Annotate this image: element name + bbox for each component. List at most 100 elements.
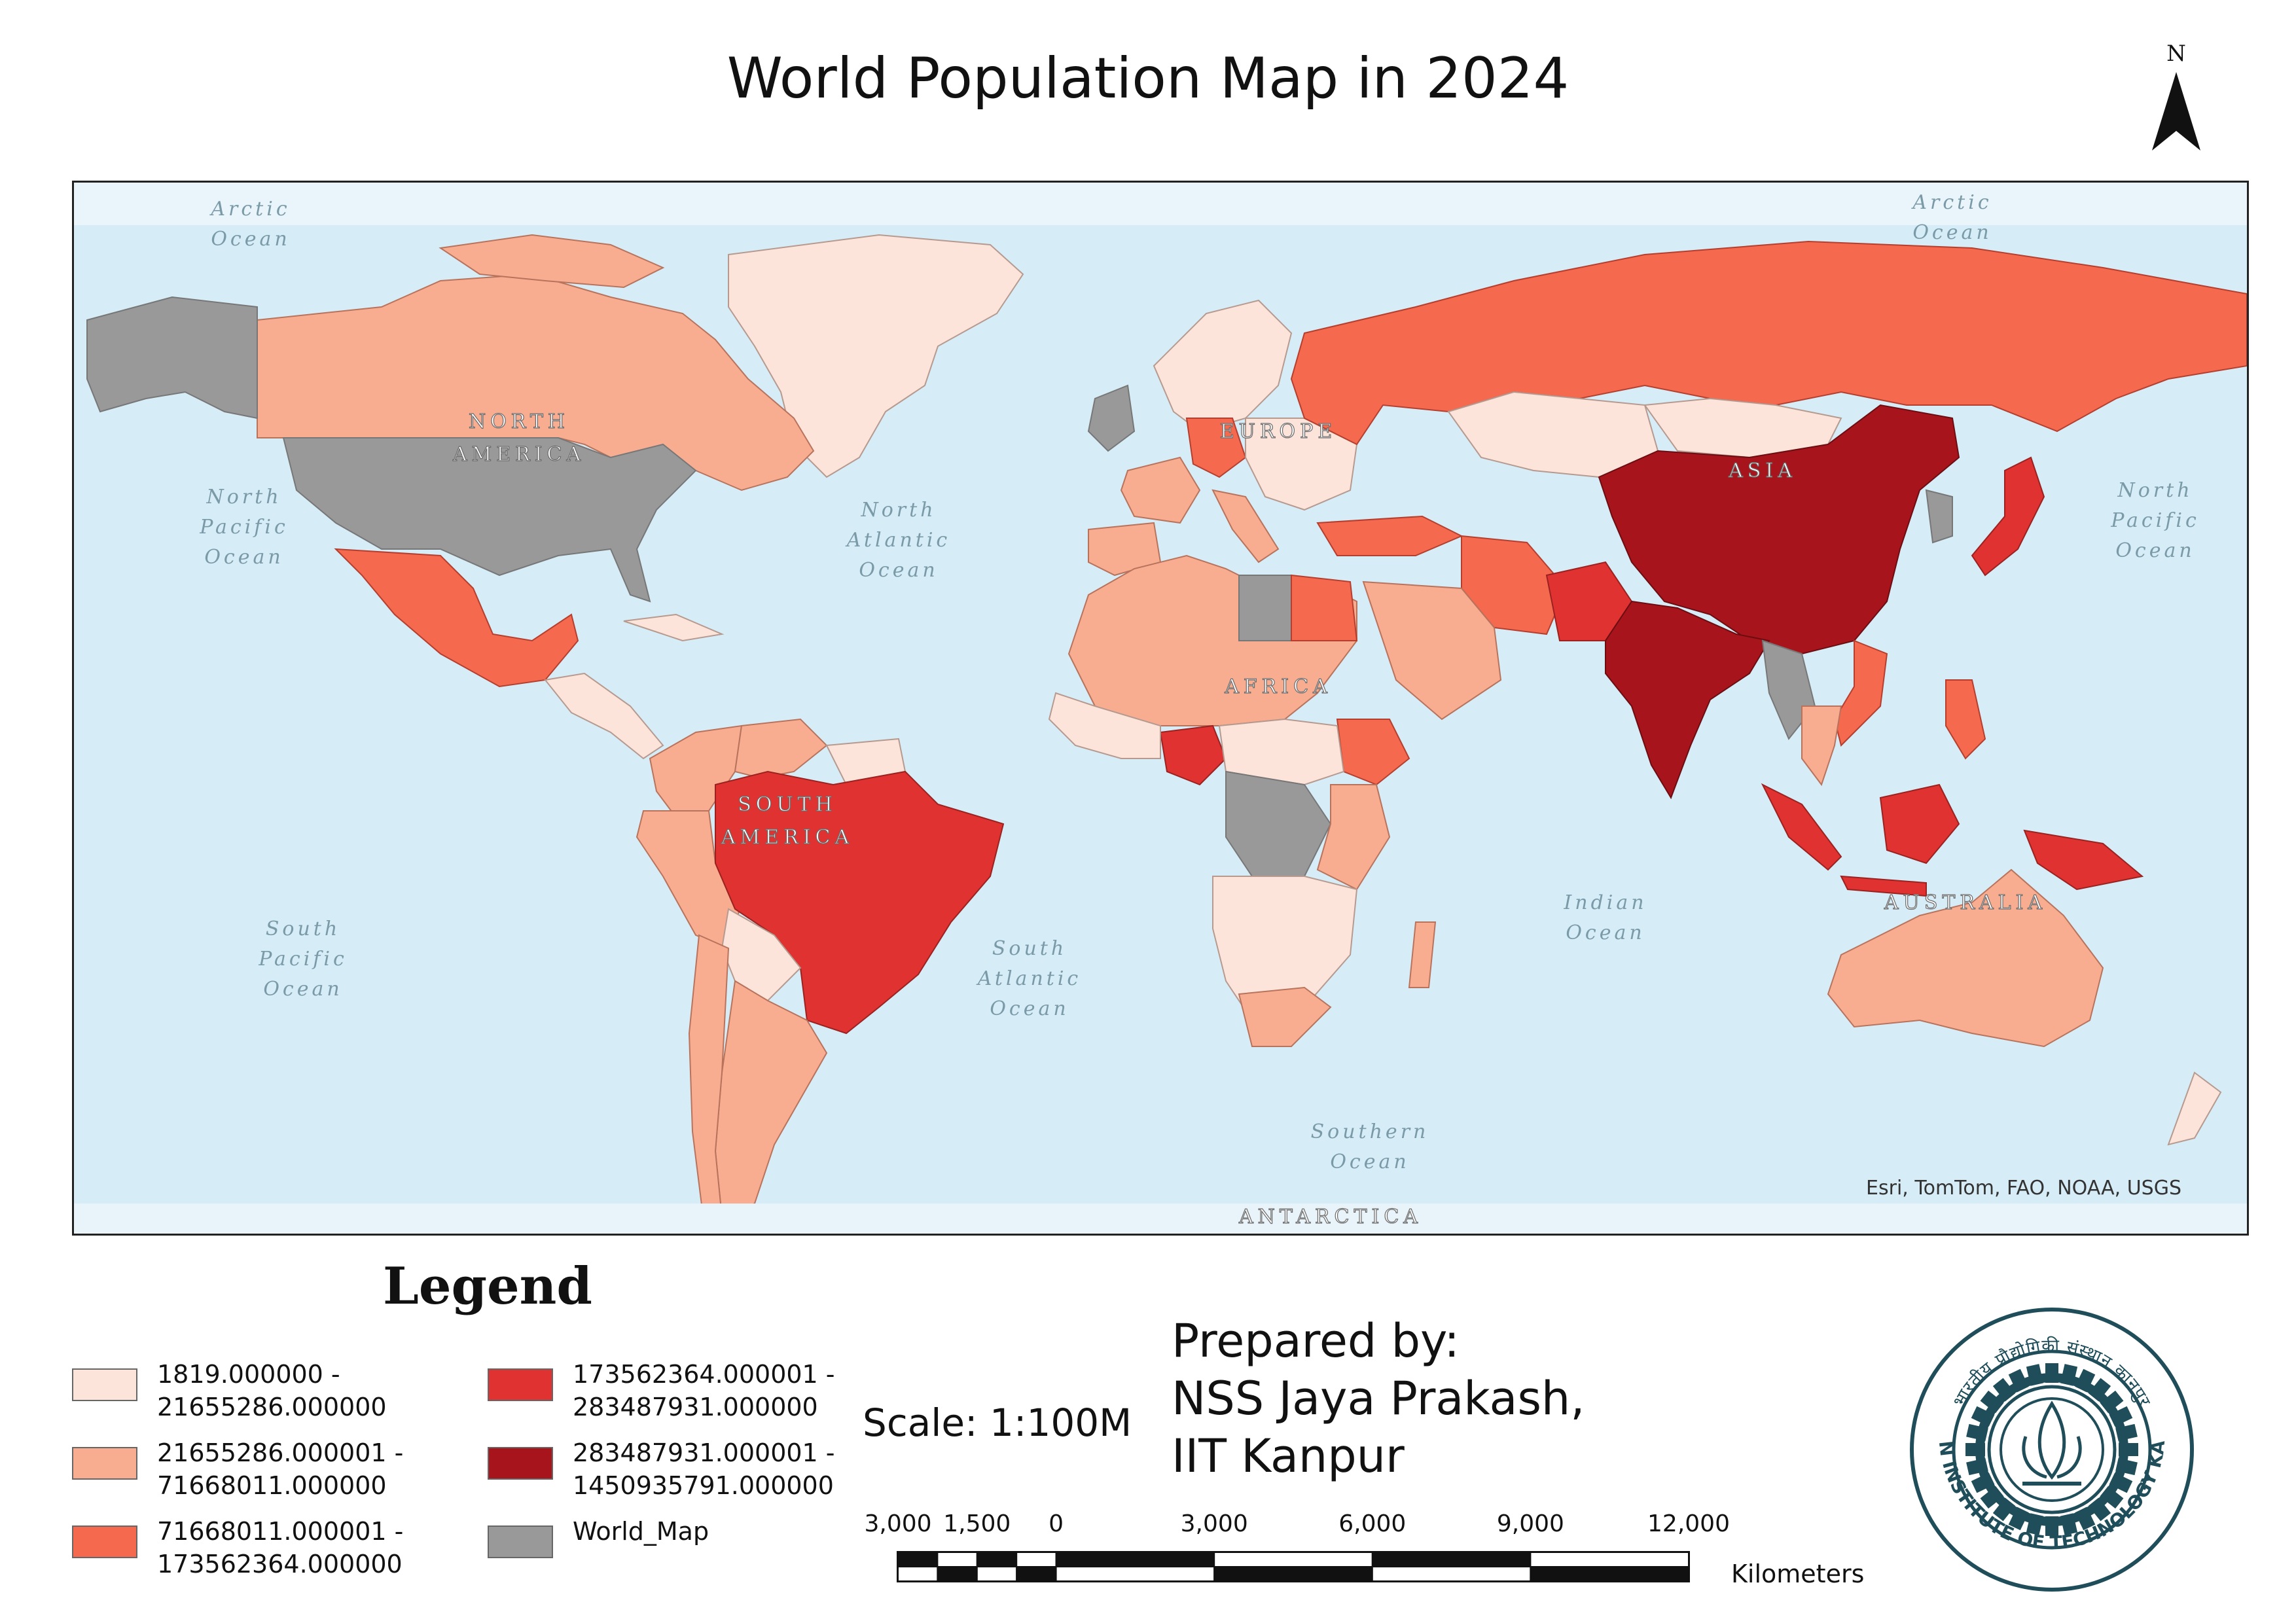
legend-label: 1819.000000 - 21655286.000000 [157, 1360, 387, 1421]
world-map[interactable]: Arctic Ocean Arctic Ocean North Pacific Ocean N… [72, 181, 2249, 1236]
continent-label-australia: AUSTRALIA [1884, 891, 2047, 914]
ocean-label-s-atlantic: South Atlantic Ocean [976, 937, 1081, 1020]
map-canvas: Arctic Ocean Arctic Ocean North Pacific Ocean N… [74, 183, 2247, 1234]
scale-segment [1055, 1566, 1215, 1582]
country-mongolia[interactable] [1643, 397, 1842, 459]
ocean-label-indian: Indian Ocean [1563, 891, 1647, 944]
iit-kanpur-logo: भारतीय प्रौद्योगिकी संस्थान कानपुर INDIA… [1908, 1306, 2194, 1592]
continent-label-antarctica: ANTARCTICA [1238, 1205, 1422, 1228]
legend-item: 173562364.000001 - 283487931.000000 [488, 1358, 835, 1423]
legend-label: World_Map [573, 1517, 709, 1546]
legend-label: 21655286.000001 - 71668011.000000 [157, 1438, 404, 1500]
country-india[interactable] [1605, 600, 1770, 800]
country-korea[interactable] [1925, 489, 1953, 544]
country-egypt[interactable] [1291, 574, 1358, 641]
legend-swatch [72, 1368, 137, 1401]
country-italy[interactable] [1211, 489, 1280, 563]
scale-segment [976, 1552, 1018, 1567]
country-central-america[interactable] [544, 672, 664, 760]
country-alaska[interactable] [86, 296, 258, 419]
country-canada-islands[interactable] [439, 234, 665, 289]
legend-label: 173562364.000001 - 283487931.000000 [573, 1360, 835, 1421]
legend-item: World_Map [488, 1515, 709, 1558]
scale-segment [1213, 1566, 1373, 1582]
scale-segment [1371, 1552, 1532, 1567]
country-venezuela[interactable] [734, 718, 828, 779]
legend-swatch [488, 1525, 553, 1558]
country-china[interactable] [1598, 404, 1960, 655]
country-brazil[interactable] [715, 770, 1005, 1035]
scale-bar: 3,000 1,500 0 3,000 6,000 9,000 12,000 Kilomet… [864, 1510, 1864, 1588]
country-vietnam[interactable] [1833, 639, 1888, 747]
legend-swatch [72, 1525, 137, 1558]
legend-item: 283487931.000001 - 1450935791.000000 [488, 1436, 835, 1502]
scale-segment [1371, 1566, 1532, 1582]
continent-label-south-america: SOUTH AMERICA [721, 793, 853, 849]
country-west-africa[interactable] [1048, 692, 1161, 759]
country-madagascar[interactable] [1408, 921, 1437, 988]
ocean-label-arctic-w: Arctic Ocean [209, 198, 290, 251]
country-uk[interactable] [1087, 384, 1136, 452]
scale-segment [1016, 1566, 1057, 1582]
country-new-zealand[interactable] [2167, 1071, 2222, 1146]
country-scandinavia[interactable] [1153, 299, 1293, 433]
scale-segment [1530, 1566, 1690, 1582]
country-indonesia-java[interactable] [1840, 875, 1927, 897]
scale-tick-label: 12,000 [1647, 1510, 1730, 1537]
legend-swatch [488, 1368, 553, 1401]
scale-segment [897, 1566, 939, 1582]
continent-label-africa: AFRICA [1224, 675, 1332, 698]
legend-swatch [72, 1447, 137, 1480]
ocean-label-n-atlantic: North Atlantic Ocean [845, 499, 950, 582]
country-philippines[interactable] [1945, 679, 1986, 760]
country-australia[interactable] [1827, 868, 2104, 1048]
antarctica [74, 1204, 2247, 1234]
scale-segment [1016, 1552, 1057, 1567]
scale-segment [1530, 1552, 1690, 1567]
scale-segment [897, 1552, 939, 1567]
country-greenland[interactable] [728, 234, 1024, 478]
continent-label-asia: ASIA [1728, 459, 1797, 482]
continent-label-europe: EUROPE [1220, 420, 1336, 443]
legend-item: 21655286.000001 - 71668011.000000 [72, 1436, 403, 1502]
ocean-label-arctic-e: Arctic Ocean [1910, 191, 1992, 244]
scale-tick-label: 0 [1049, 1510, 1064, 1537]
country-indonesia-borneo[interactable] [1879, 783, 1960, 865]
country-mexico[interactable] [334, 548, 579, 688]
country-turkey[interactable] [1316, 515, 1463, 556]
country-cuba[interactable] [623, 613, 725, 642]
scale-segment [976, 1566, 1018, 1582]
legend-label: 283487931.000001 - 1450935791.000000 [573, 1438, 835, 1500]
continent-label-north-america: NORTH AMERICA [452, 410, 585, 466]
prepared-by: Prepared by: NSS Jaya Prakash, IIT Kanpu… [1172, 1314, 1585, 1483]
country-japan[interactable] [1971, 456, 2045, 577]
legend-label: 71668011.000001 - 173562364.000000 [157, 1517, 404, 1578]
legend-item: 1819.000000 - 21655286.000000 [72, 1358, 387, 1423]
country-usa[interactable] [282, 437, 697, 603]
scale-tick-label: 6,000 [1338, 1510, 1406, 1537]
north-label: N [2166, 41, 2186, 67]
country-indonesia-sumatra[interactable] [1761, 783, 1842, 871]
country-saudi-arabia[interactable] [1362, 580, 1502, 721]
scale-tick-label: 9,000 [1497, 1510, 1564, 1537]
scale-segment [937, 1566, 978, 1582]
scale-segment [1055, 1552, 1215, 1567]
country-germany[interactable] [1185, 418, 1247, 478]
country-south-africa[interactable] [1238, 986, 1332, 1047]
scale-unit: Kilometers [1731, 1560, 1864, 1588]
scale-segment [937, 1552, 978, 1567]
scale-tick-label: 3,000 [1181, 1510, 1248, 1537]
country-nigeria[interactable] [1159, 724, 1227, 786]
map-title: World Population Map in 2024 [726, 46, 1570, 111]
country-indonesia-papua[interactable] [2023, 829, 2144, 891]
ocean-label-southern: Southern Ocean [1311, 1120, 1429, 1173]
legend-swatch [488, 1447, 553, 1480]
map-attribution: Esri, TomTom, FAO, NOAA, USGS [1866, 1177, 2181, 1200]
country-france[interactable] [1120, 456, 1201, 524]
legend-item: 71668011.000001 - 173562364.000000 [72, 1515, 403, 1580]
country-libya[interactable] [1238, 575, 1292, 641]
scale-tick-label: 3,000 [864, 1510, 931, 1537]
country-thailand[interactable] [1801, 705, 1842, 787]
north-arrow-icon [2152, 72, 2200, 151]
ocean-label-n-pacific-w: North Pacific Ocean [199, 486, 289, 569]
